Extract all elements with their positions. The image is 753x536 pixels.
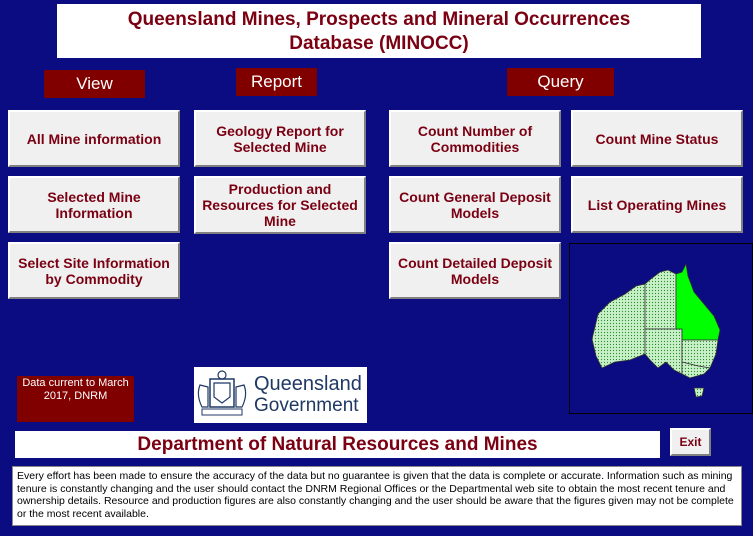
exit-button[interactable]: Exit	[670, 428, 711, 456]
selected-mine-information-button[interactable]: Selected Mine Information	[8, 176, 180, 233]
logo-government: Government	[254, 395, 359, 416]
title-line-1: Queensland Mines, Prospects and Mineral …	[127, 9, 631, 30]
query-header: Query	[507, 68, 614, 96]
department-name: Department of Natural Resources and Mine…	[15, 431, 660, 458]
logo-queensland: Queensland	[254, 373, 362, 395]
disclaimer-text: Every effort has been made to ensure the…	[12, 466, 742, 526]
count-commodities-button[interactable]: Count Number of Commodities	[389, 110, 561, 167]
count-mine-status-button[interactable]: Count Mine Status	[571, 110, 743, 167]
app-title: Queensland Mines, Prospects and Mineral …	[57, 4, 701, 58]
production-resources-button[interactable]: Production and Resources for Selected Mi…	[194, 176, 366, 234]
coat-of-arms-icon	[197, 370, 247, 416]
all-mine-information-button[interactable]: All Mine information	[8, 110, 180, 167]
title-line-2: Database (MINOCC)	[289, 33, 469, 54]
data-current-note: Data current to March 2017, DNRM	[17, 376, 134, 422]
queensland-government-logo: Queensland Government	[194, 367, 367, 423]
report-header: Report	[236, 68, 317, 96]
list-operating-mines-button[interactable]: List Operating Mines	[571, 176, 743, 233]
australia-map-icon	[591, 262, 721, 398]
view-header: View	[44, 70, 145, 98]
count-detailed-deposit-models-button[interactable]: Count Detailed Deposit Models	[389, 242, 561, 299]
site-by-commodity-button[interactable]: Select Site Information by Commodity	[8, 242, 180, 299]
australia-map	[569, 243, 753, 414]
count-general-deposit-models-button[interactable]: Count General Deposit Models	[389, 176, 561, 233]
geology-report-button[interactable]: Geology Report for Selected Mine	[194, 110, 366, 167]
